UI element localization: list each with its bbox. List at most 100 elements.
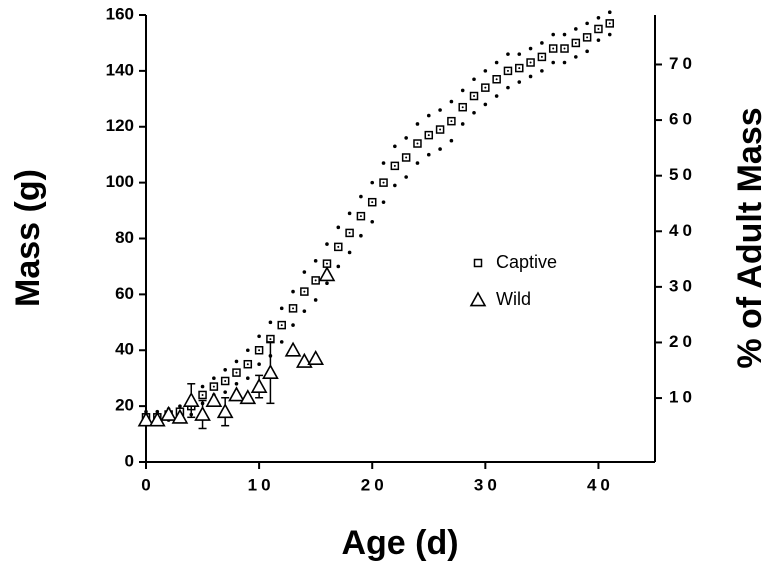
captive-point-center [597, 27, 600, 30]
wild-point [194, 405, 211, 421]
y-tick-label: 140 [106, 60, 134, 79]
sd-dot [370, 180, 375, 185]
y-axis-title: Mass (g) [9, 169, 47, 307]
sd-dot [404, 136, 408, 140]
sd-dot [313, 298, 318, 302]
sd-dot [347, 211, 352, 216]
sd-dot [449, 99, 454, 104]
sd-dot [325, 242, 329, 246]
wild-point [171, 408, 189, 424]
sd-dot [562, 32, 567, 37]
sd-dot [574, 27, 578, 31]
sd-dot [517, 80, 522, 84]
captive-point-center [337, 245, 340, 248]
legend-label: Wild [496, 289, 531, 309]
sd-dot [393, 183, 397, 188]
captive-point-center [552, 47, 555, 50]
captive-point-center [495, 78, 498, 81]
sd-dot [381, 161, 386, 165]
x-axis-title: Age (d) [341, 524, 458, 562]
sd-dot [359, 194, 363, 199]
sd-dot [246, 376, 250, 380]
sd-dot [449, 138, 454, 143]
sd-dot [279, 340, 284, 344]
wild-point [160, 405, 177, 421]
y-tick-label: 40 [115, 340, 134, 359]
sd-dot [223, 368, 227, 372]
sd-dot [460, 122, 465, 126]
captive-point-center [382, 181, 385, 184]
legend-marker [469, 291, 487, 307]
sd-dot [212, 376, 216, 380]
sd-dot [313, 259, 318, 263]
y2-tick-label: 50 [669, 165, 696, 184]
x-tick-label: 10 [248, 475, 275, 494]
legend-marker [473, 258, 483, 268]
wild-point [148, 411, 166, 427]
captive-point-center [269, 338, 272, 341]
captive-point-center [416, 142, 419, 145]
y-tick-label: 0 [125, 451, 134, 470]
captive-point-center [439, 128, 442, 131]
wild-point [228, 386, 245, 402]
captive-point-center [506, 69, 509, 72]
captive-point-center [427, 134, 430, 137]
captive-point-center [314, 279, 317, 282]
sd-dot [460, 88, 465, 93]
sd-dot [528, 74, 533, 79]
sd-dot [562, 60, 567, 65]
captive-point-center [518, 67, 521, 70]
wild-point [307, 349, 325, 366]
sd-dot [426, 152, 431, 157]
y-tick-label: 80 [115, 228, 134, 247]
captive-point-center [246, 363, 249, 366]
captive-point-center [280, 324, 283, 327]
y-tick-label: 160 [106, 4, 134, 23]
sd-dot [279, 306, 284, 311]
captive-point-center [393, 164, 396, 167]
captive-point-center [608, 22, 611, 25]
sd-dot [178, 404, 182, 408]
captive-point-center [371, 201, 374, 204]
sd-dot [528, 46, 533, 51]
sd-dot [506, 52, 510, 56]
captive-point-center [303, 290, 306, 293]
sd-dot [607, 32, 612, 37]
wild-point [205, 391, 223, 407]
sd-dot [234, 359, 239, 364]
y2-tick-label: 20 [669, 332, 696, 351]
sd-dot [325, 281, 329, 286]
wild-point [216, 403, 234, 419]
wild-point [295, 352, 313, 368]
x-tick-label: 30 [474, 475, 501, 494]
sd-dot [574, 55, 578, 59]
sd-dot [540, 41, 544, 45]
captive-point-center [405, 156, 408, 159]
captive-point-center [235, 371, 238, 374]
wild-point [182, 391, 200, 407]
y2-tick-label: 30 [669, 276, 696, 295]
sd-dot [234, 381, 239, 386]
sd-dot [257, 334, 261, 339]
sd-dot [483, 102, 488, 107]
sd-dot [438, 147, 442, 151]
sd-dot [370, 219, 375, 224]
sd-dot [472, 110, 476, 115]
captive-point-center [450, 120, 453, 123]
sd-dot [291, 289, 295, 294]
y-tick-label: 60 [115, 284, 134, 303]
y-tick-label: 120 [106, 116, 134, 135]
sd-dot [596, 15, 601, 20]
wild-point [284, 341, 302, 357]
captive-point-center [201, 393, 204, 396]
sd-dot [506, 85, 510, 90]
captive-point-center [461, 106, 464, 109]
wild-point [239, 389, 257, 405]
captive-point-center [484, 86, 487, 89]
legend-label: Captive [496, 252, 557, 272]
sd-dot [426, 113, 431, 118]
sd-dot [268, 320, 273, 325]
sd-dot [540, 69, 544, 73]
y2-tick-label: 70 [669, 54, 696, 73]
